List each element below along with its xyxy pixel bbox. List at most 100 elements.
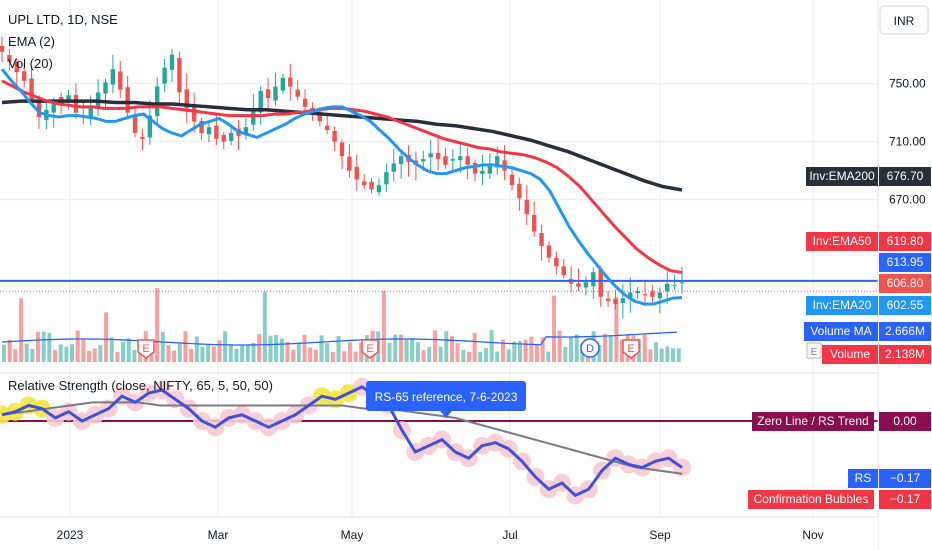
volume-bar bbox=[574, 334, 579, 362]
candle-body bbox=[155, 86, 160, 117]
volume-bar bbox=[115, 351, 120, 362]
value-tag: Zero Line / RS Trend 0.00 bbox=[752, 412, 931, 431]
tag-value: 602.55 bbox=[887, 298, 924, 312]
volume-bar bbox=[472, 332, 477, 362]
volume-bar bbox=[489, 330, 494, 362]
candle-body bbox=[531, 215, 537, 232]
candle-body bbox=[657, 292, 663, 299]
volume-bar bbox=[313, 349, 318, 362]
volume-bar bbox=[24, 343, 29, 362]
volume-bar bbox=[483, 347, 488, 362]
tag-value: 676.70 bbox=[887, 169, 924, 183]
volume-legend: Vol (20) bbox=[8, 56, 53, 71]
volume-bar bbox=[98, 345, 103, 362]
volume-bar bbox=[251, 342, 256, 362]
volume-bar bbox=[325, 343, 330, 362]
volume-bar bbox=[517, 341, 522, 362]
candle-body bbox=[191, 105, 197, 122]
volume-bar bbox=[608, 335, 613, 362]
volume-bar bbox=[308, 347, 313, 362]
time-axis[interactable]: 2023 Mar May Jul Sep Nov bbox=[0, 516, 878, 550]
candle-body bbox=[665, 283, 670, 292]
tag-label: Inv:EMA50 bbox=[813, 234, 872, 248]
y-tick-labels: 670.00 710.00 750.00 bbox=[889, 77, 926, 207]
candle-body bbox=[325, 125, 330, 131]
candle-body bbox=[450, 159, 456, 161]
volume-bar bbox=[87, 350, 92, 362]
candle-body bbox=[258, 90, 263, 113]
grid bbox=[0, 0, 878, 517]
candle-body bbox=[650, 291, 655, 297]
volume-bar bbox=[534, 345, 539, 362]
candle-body bbox=[443, 156, 448, 165]
volume-bar bbox=[359, 342, 364, 362]
dividend-marker[interactable]: D bbox=[580, 338, 600, 358]
candle-body bbox=[369, 181, 374, 190]
candle-body bbox=[302, 98, 308, 107]
candle-body bbox=[88, 105, 93, 118]
candle-body bbox=[243, 127, 249, 136]
candle-body bbox=[103, 82, 108, 94]
volume-bar bbox=[13, 349, 18, 362]
volume-bar bbox=[421, 350, 426, 362]
candle-body bbox=[21, 71, 27, 81]
candle-body bbox=[339, 142, 345, 157]
currency-button[interactable]: INR bbox=[879, 5, 929, 35]
ema200-line bbox=[1, 99, 683, 192]
volume-bar bbox=[665, 346, 670, 362]
volume-bar bbox=[336, 336, 341, 362]
volume-bar bbox=[500, 339, 505, 362]
rs-line bbox=[1, 385, 683, 498]
candle-body bbox=[620, 298, 626, 303]
candle-body bbox=[465, 156, 470, 165]
candle-body bbox=[221, 134, 226, 142]
value-tag: Inv:EMA20 602.55 bbox=[806, 296, 931, 315]
candle-body bbox=[391, 163, 396, 172]
candle-body bbox=[29, 78, 34, 102]
earnings-marker[interactable]: E bbox=[622, 339, 640, 359]
candle-body bbox=[583, 282, 589, 288]
candle-body bbox=[458, 156, 463, 161]
earnings-marker[interactable]: E bbox=[361, 339, 379, 359]
volume-bar bbox=[347, 342, 352, 362]
value-tag: Inv:EMA200 676.70 bbox=[806, 167, 931, 186]
volume-bar bbox=[642, 334, 647, 362]
tag-value: −0.17 bbox=[890, 471, 921, 485]
symbol-title: UPL LTD, 1D, NSE bbox=[8, 12, 118, 27]
volume-ma-line bbox=[1, 331, 677, 346]
rs-annotation[interactable]: RS-65 reference, 7-6-2023 bbox=[366, 381, 526, 418]
volume-bar bbox=[393, 334, 398, 362]
candle-body bbox=[672, 285, 677, 287]
candle-body bbox=[140, 136, 145, 139]
volume-bar bbox=[36, 331, 41, 362]
volume-bar bbox=[671, 348, 676, 362]
volume-bar bbox=[302, 334, 307, 362]
candle-body bbox=[288, 77, 293, 87]
rs-pane[interactable]: Relative Strength (close, NIFTY, 65, 5, … bbox=[0, 372, 878, 505]
volume-bar bbox=[455, 343, 460, 362]
earnings-flag-icon[interactable]: E bbox=[806, 342, 822, 359]
volume-bar bbox=[160, 331, 165, 362]
volume-bar bbox=[495, 351, 500, 362]
tag-value: 2.138M bbox=[885, 347, 925, 361]
candle-body bbox=[480, 170, 485, 174]
volume-bar bbox=[155, 288, 160, 362]
candle-body bbox=[295, 89, 300, 97]
candle-body bbox=[384, 172, 389, 185]
volume-bar bbox=[257, 334, 262, 362]
volume-bar bbox=[274, 334, 279, 362]
volume-bar bbox=[81, 338, 86, 362]
candle-body bbox=[147, 115, 153, 138]
volume-bar bbox=[342, 351, 347, 362]
event-marker-label: D bbox=[586, 343, 594, 355]
earnings-marker[interactable]: E bbox=[137, 339, 155, 359]
currency-label: INR bbox=[894, 14, 915, 28]
volume-bar bbox=[234, 348, 239, 362]
tag-label: Zero Line / RS Trend bbox=[757, 414, 868, 428]
candle-body bbox=[118, 71, 123, 90]
candle-body bbox=[110, 69, 116, 85]
volume-bar bbox=[478, 351, 483, 362]
volume-bar bbox=[432, 330, 437, 362]
